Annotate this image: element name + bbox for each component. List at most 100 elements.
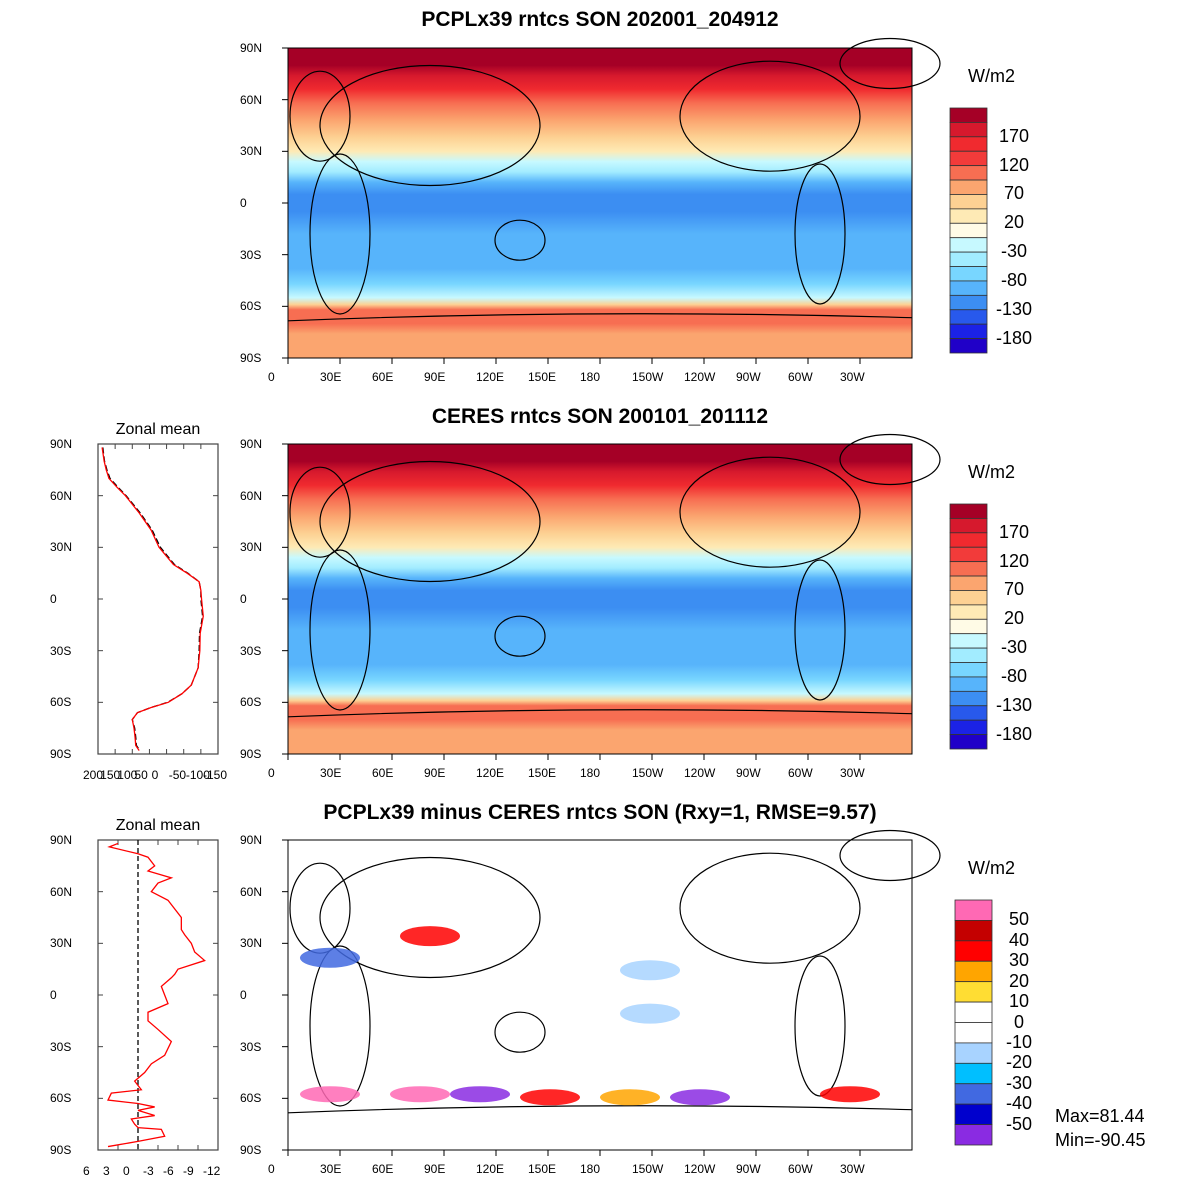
map3-continent-outline [839,829,941,882]
zonal-xtick-label: 3 [103,1164,110,1178]
lat-tick-label: 90N [240,833,263,847]
map3-continent-outline [494,1011,546,1053]
lon-tick-label: 30W [840,370,865,384]
lon-tick-label: 90E [424,1162,446,1176]
colorbar-label: 170 [998,125,1030,146]
colorbar-label: 120 [998,154,1030,175]
zonal-xtick-label: -3 [143,1164,154,1178]
lat-tick-label: 0 [240,196,247,210]
map2-continent-outline [289,466,351,558]
colorbar-box [954,1062,993,1085]
colorbar-label: 170 [998,521,1030,542]
colorbar-box [949,323,988,339]
colorbar-box [949,237,988,253]
lon-tick-label: 150W [632,766,664,780]
colorbar-box [949,107,988,123]
colorbar-box [949,590,988,606]
max-label: Max=81.44 [1055,1106,1145,1126]
zonal-ytick-label: 30N [50,936,73,951]
lat-tick-label: 0 [240,988,247,1002]
lon-tick-label: 180 [580,370,601,384]
colorbar-label: -130 [995,298,1033,319]
colorbar-box [949,136,988,152]
zonal-xtick-label: -12 [203,1164,221,1178]
zonal-xtick-label: 200 [83,768,104,782]
map1-antarctica-coast [287,313,913,322]
zonal-ytick-label: 30N [50,540,73,555]
colorbar-label: 0 [1013,1011,1024,1032]
zonal-xtick-label: 150 [100,768,121,782]
zonal-line-ceres [102,447,204,751]
lat-tick-label: 60N [240,884,263,899]
lat-tick-label: 60S [240,695,262,710]
zonal-xtick-label: -100 [185,768,210,782]
colorbar-box [949,618,988,635]
colorbar-box [949,633,988,649]
diff-anomaly-patch [390,1086,450,1103]
lon-tick-label: 120W [684,1162,716,1176]
map1-continent-outline [839,37,941,90]
zonal-xtick-label: -50 [168,768,187,782]
colorbar-box [954,940,993,962]
map3-continent-outline [309,945,371,1107]
colorbar-label: 20 [1003,212,1025,233]
lon-tick-label: 0 [268,370,275,384]
colorbar-box [949,532,988,548]
zonal-frame [97,443,219,755]
map1-continent-outline [309,153,371,315]
lon-tick-label: 120W [684,766,716,780]
lat-tick-label: 30S [240,1039,262,1054]
zonal-xtick-label: -9 [183,1164,194,1178]
zonal-ytick-label: 0 [50,592,57,606]
lon-tick-label: 150E [528,766,557,780]
map3-continent-outline [794,955,846,1097]
lon-tick-label: 120W [684,370,716,384]
colorbar-box [949,122,988,138]
colorbar-box [954,1001,993,1023]
lat-tick-label: 30N [240,144,263,159]
zonal-xtick-label: 6 [83,1164,90,1178]
map2-continent-outline [679,456,861,568]
zonal-xtick-label: -150 [203,768,228,782]
colorbar-label: -180 [995,723,1033,744]
map2-title: CERES rntcs SON 200101_201112 [431,405,769,428]
lon-tick-label: 120E [476,370,505,384]
map1-continent-outline [289,70,351,162]
diff-anomaly-patch [620,1003,680,1024]
colorbar-box [949,222,988,239]
colorbar-box [949,719,988,735]
colorbar-label: -30 [1005,1072,1032,1093]
colorbar-label: 70 [1003,183,1025,204]
diff-anomaly-patch [300,1086,360,1103]
colorbar-box [949,705,988,721]
colorbar-box [954,1042,993,1064]
zonal-xtick-label: 50 [134,768,148,782]
lon-tick-label: 60W [788,766,813,780]
map2-continent-outline [309,549,371,711]
lat-tick-label: 30S [240,247,262,262]
diff-anomaly-patch [300,947,360,968]
lon-tick-label: 60E [372,370,394,384]
lon-tick-label: 60W [788,370,813,384]
colorbar-box [954,981,993,1003]
diff-anomaly-patch [620,960,680,981]
lon-tick-label: 30W [840,1162,865,1176]
colorbar-box [949,280,988,296]
zonal1-title: Zonal mean [115,421,201,438]
colorbar-box [954,1083,993,1105]
colorbar-label: 20 [1008,970,1030,991]
colorbar-box [949,179,988,195]
colorbar-box [949,575,988,591]
zonal-xtick-label: 0 [151,768,159,782]
lat-tick-label: 60S [240,1091,262,1106]
zonal-ytick-label: 60S [50,695,72,710]
diff-anomaly-patch [400,926,460,947]
lon-tick-label: 120E [476,1162,505,1176]
colorbar-box [949,734,988,750]
map3-continent-outline [679,852,861,964]
colorbar-label: 40 [1008,929,1030,950]
map1-continent-outline [794,163,846,305]
lon-tick-label: 30W [840,766,865,780]
map1-continent-outline [319,64,541,187]
